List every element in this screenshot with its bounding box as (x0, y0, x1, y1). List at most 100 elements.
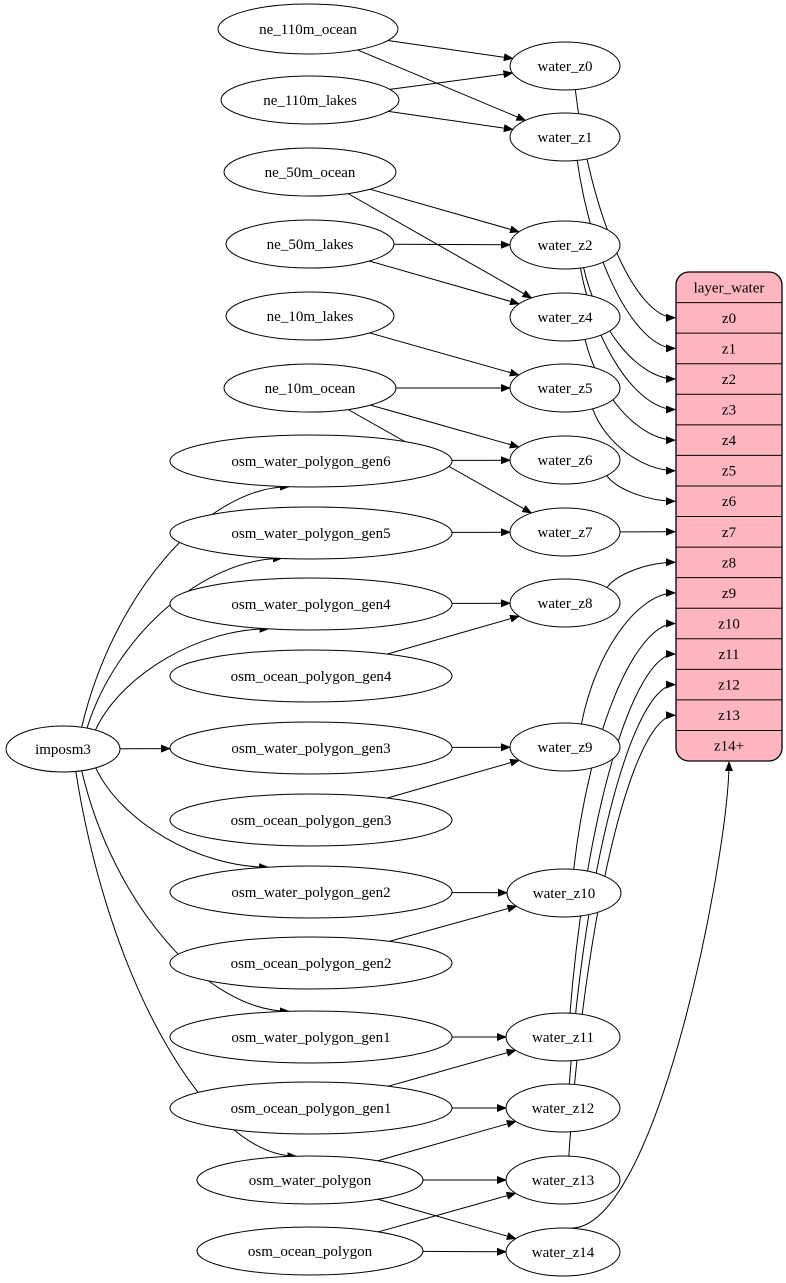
table-row-z0: z0 (722, 311, 736, 327)
node-label-ne_110m_ocean: ne_110m_ocean (259, 22, 357, 38)
edge-ne_50m_ocean-to-water_z2 (369, 188, 520, 234)
node-water_z2: water_z2 (509, 220, 621, 270)
node-ellipse-ne_110m_ocean (217, 3, 399, 55)
node-label-water_z10: water_z10 (533, 886, 595, 902)
edge-ne_10m_lakes-to-water_z5 (369, 332, 520, 377)
node-ellipse-osm_ocean_polygon_gen1 (169, 1081, 453, 1135)
node-ellipse-ne_10m_ocean (223, 363, 397, 413)
edge-water_z10-to-z10 (573, 619, 676, 870)
node-osm_water_polygon_gen5: osm_water_polygon_gen5 (169, 506, 453, 560)
node-label-osm_water_polygon_gen6: osm_water_polygon_gen6 (231, 454, 391, 470)
node-label-water_z13: water_z13 (532, 1173, 594, 1189)
node-label-water_z12: water_z12 (532, 1101, 594, 1117)
table-row-z1: z1 (722, 341, 736, 357)
node-ellipse-ne_50m_lakes (225, 219, 395, 269)
node-ellipse-water_z8 (509, 578, 621, 628)
table-row-z7: z7 (722, 525, 737, 541)
edge-imposm3-to-osm_water_polygon_gen6 (81, 482, 290, 728)
node-ellipse-water_z0 (509, 41, 621, 91)
node-label-osm_ocean_polygon_gen4: osm_ocean_polygon_gen4 (231, 669, 392, 685)
node-ellipse-osm_water_polygon_gen1 (169, 1010, 453, 1064)
node-ellipse-water_z7 (509, 507, 621, 557)
node-label-water_z8: water_z8 (538, 596, 593, 612)
edge-ne_50m_ocean-to-water_z4 (347, 193, 533, 299)
node-imposm3: imposm3 (5, 725, 121, 773)
edge-water_z11-to-z11 (569, 650, 676, 1014)
node-ne_110m_lakes: ne_110m_lakes (220, 75, 400, 125)
node-label-imposm3: imposm3 (35, 742, 91, 758)
table-row-z13: z13 (718, 708, 740, 724)
node-osm_ocean_polygon_gen4: osm_ocean_polygon_gen4 (169, 649, 453, 703)
node-ellipse-imposm3 (5, 725, 121, 773)
node-ne_10m_lakes: ne_10m_lakes (225, 291, 395, 341)
table-row-z8: z8 (722, 555, 736, 571)
node-water_z10: water_z10 (506, 868, 622, 918)
nodes-layer: ne_110m_ocean ne_110m_lakes ne_50m_oceanne… (5, 3, 622, 1277)
node-ellipse-ne_10m_lakes (225, 291, 395, 341)
table-row-z9: z9 (722, 586, 736, 602)
node-osm_water_polygon_gen3: osm_water_polygon_gen3 (169, 721, 453, 775)
node-label-water_z4: water_z4 (538, 310, 593, 326)
table-row-z3: z3 (722, 403, 736, 419)
node-ellipse-water_z10 (506, 868, 622, 918)
node-water_z7: water_z7 (509, 507, 621, 557)
node-label-water_z5: water_z5 (538, 381, 593, 397)
node-ellipse-osm_ocean_polygon_gen3 (169, 793, 453, 847)
node-label-ne_50m_ocean: ne_50m_ocean (265, 165, 356, 181)
node-label-osm_water_polygon_gen1: osm_water_polygon_gen1 (231, 1030, 390, 1046)
node-label-water_z14: water_z14 (532, 1245, 595, 1261)
node-water_z1: water_z1 (509, 112, 621, 162)
node-label-osm_water_polygon_gen2: osm_water_polygon_gen2 (231, 885, 390, 901)
node-ellipse-water_z14 (505, 1227, 621, 1277)
edge-water_z9-to-z9 (580, 588, 676, 725)
layer-water-table: layer_water z0 z1 z2 z3 z4 z5 z6 z7 z8 z9 z10 z11 z12… (675, 271, 783, 762)
node-osm_water_polygon: osm_water_polygon (196, 1155, 424, 1205)
edge-osm_ocean_polygon_gen3-to-water_z9 (386, 758, 521, 799)
node-water_z8: water_z8 (509, 578, 621, 628)
node-label-ne_50m_lakes: ne_50m_lakes (267, 237, 354, 253)
edge-water_z2-to-z2 (583, 267, 676, 383)
edge-imposm3-to-osm_water_polygon_gen4 (94, 624, 270, 731)
edge-ne_10m_ocean-to-water_z6 (370, 404, 520, 449)
node-ellipse-water_z13 (505, 1155, 621, 1205)
edge-water_z14-to-z14+ (570, 761, 733, 1229)
node-label-ne_10m_ocean: ne_10m_ocean (265, 381, 356, 397)
node-label-water_z2: water_z2 (538, 238, 593, 254)
node-label-osm_ocean_polygon_gen1: osm_ocean_polygon_gen1 (231, 1101, 392, 1117)
node-ellipse-osm_water_polygon_gen3 (169, 721, 453, 775)
layer-water-title: layer_water (694, 280, 765, 296)
table-row-z2: z2 (722, 372, 736, 388)
edge-imposm3-to-osm_water_polygon (75, 771, 298, 1161)
node-osm_water_polygon_gen4: osm_water_polygon_gen4 (169, 577, 453, 631)
edge-water_z1-to-z1 (576, 160, 676, 353)
table-row-z5: z5 (722, 464, 736, 480)
node-ellipse-osm_ocean_polygon_gen4 (169, 649, 453, 703)
edges-layer (75, 40, 733, 1256)
edge-ne_50m_lakes-to-water_z4 (369, 260, 520, 306)
node-label-osm_ocean_polygon_gen2: osm_ocean_polygon_gen2 (231, 956, 392, 972)
node-ellipse-ne_110m_lakes (220, 75, 400, 125)
edge-ne_110m_ocean-to-water_z1 (357, 49, 527, 121)
edge-water_z6-to-z6 (606, 475, 676, 506)
edge-imposm3-to-osm_water_polygon_gen1 (81, 770, 290, 1016)
node-osm_water_polygon_gen6: osm_water_polygon_gen6 (169, 434, 453, 488)
edge-ne_110m_lakes-to-water_z0 (389, 70, 514, 90)
edge-water_z12-to-z12 (568, 680, 676, 1085)
node-ellipse-osm_water_polygon_gen6 (169, 434, 453, 488)
node-label-water_z6: water_z6 (538, 453, 593, 469)
node-osm_ocean_polygon_gen1: osm_ocean_polygon_gen1 (169, 1081, 453, 1135)
node-ellipse-water_z9 (509, 722, 621, 772)
node-label-water_z0: water_z0 (538, 59, 593, 75)
edge-imposm3-to-osm_water_polygon_gen5 (86, 554, 283, 729)
node-water_z11: water_z11 (505, 1012, 621, 1062)
node-water_z6: water_z6 (509, 435, 621, 485)
node-label-water_z11: water_z11 (532, 1030, 594, 1046)
edge-osm_ocean_polygon_gen4-to-water_z8 (386, 614, 521, 655)
table-row-z14+: z14+ (714, 739, 744, 755)
node-water_z5: water_z5 (509, 363, 621, 413)
edge-ne_110m_lakes-to-water_z1 (388, 110, 514, 133)
node-ellipse-osm_water_polygon_gen4 (169, 577, 453, 631)
node-ellipse-ne_50m_ocean (223, 147, 397, 197)
